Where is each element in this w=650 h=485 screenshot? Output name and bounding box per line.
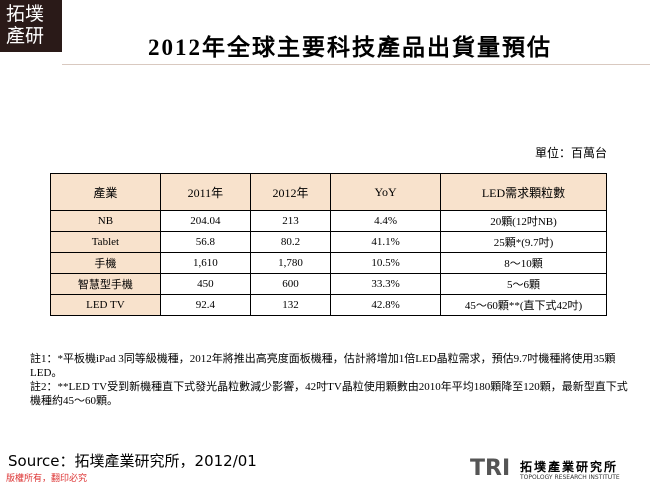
table-cell: 智慧型手機 [50, 273, 161, 295]
table-cell: 600 [249, 273, 332, 295]
table-cell: 450 [159, 273, 251, 295]
table-cell: Tablet [50, 231, 161, 253]
header-cell: LED需求顆粒數 [439, 173, 608, 211]
brand-subtitle: TOPOLOGY RESEARCH INSTITUTE [520, 474, 620, 481]
header-cell: 2012年 [249, 173, 332, 211]
table-cell: LED TV [50, 294, 161, 316]
logo: 拓墣 產研 [0, 0, 62, 52]
table-row: Tablet 56.8 80.2 41.1% 25顆*(9.7吋) [50, 231, 608, 253]
title: 2012年全球主要科技產品出貨量預估 [148, 35, 552, 60]
header-cell: 2011年 [159, 173, 251, 211]
table-cell: 213 [249, 210, 332, 232]
logo-text: 產研 [6, 25, 45, 47]
brand-logo: TRI 拓墣產業研究所 TOPOLOGY RESEARCH INSTITUTE [470, 456, 645, 484]
divider [62, 64, 650, 65]
table-row: 智慧型手機 450 600 33.3% 5～6顆 [50, 273, 608, 295]
source: Source：拓墣產業研究所，2012/01 [8, 452, 257, 470]
table-cell: 10.5% [330, 252, 441, 274]
table-cell: 4.4% [330, 210, 441, 232]
table-cell: 204.04 [159, 210, 251, 232]
table-cell: 25顆*(9.7吋) [439, 231, 608, 253]
notes: 註1：*平板機iPad 3同等級機種，2012年將推出高亮度面板機種，估計將增加… [30, 352, 630, 408]
table-cell: 1,610 [159, 252, 251, 274]
table-cell: 1,780 [249, 252, 332, 274]
table-cell: 5～6顆 [439, 273, 608, 295]
note: 註2：**LED TV受到新機種直下式發光晶粒數減少影響，42吋TV晶粒使用顆數… [30, 381, 628, 407]
table-cell: 20顆(12吋NB) [439, 210, 608, 232]
data-table: 產業 2011年 2012年 YoY LED需求顆粒數 NB 204.04 213 4.4% 20… [50, 173, 608, 316]
header-row: 產業 2011年 2012年 YoY LED需求顆粒數 [50, 173, 608, 211]
note: 註1：*平板機iPad 3同等級機種，2012年將推出高亮度面板機種，估計將增加… [30, 353, 616, 379]
table-cell: 33.3% [330, 273, 441, 295]
table-cell: 41.1% [330, 231, 441, 253]
table-cell: 132 [249, 294, 332, 316]
table-cell: 42.8% [330, 294, 441, 316]
table-cell: 80.2 [249, 231, 332, 253]
table-cell: 92.4 [159, 294, 251, 316]
table-row: 手機 1,610 1,780 10.5% 8～10顆 [50, 252, 608, 274]
table-row: LED TV 92.4 132 42.8% 45～60顆**(直下式42吋) [50, 294, 608, 316]
table-cell: 56.8 [159, 231, 251, 253]
table-cell: NB [50, 210, 161, 232]
brand-name: 拓墣產業研究所 [520, 460, 619, 474]
header-cell: 產業 [50, 173, 161, 211]
logo-text: 拓墣 [6, 3, 45, 25]
copyright: 版權所有，翻印必究 [6, 474, 88, 484]
table-cell: 45～60顆**(直下式42吋) [439, 294, 608, 316]
brand-abbr: TRI [470, 456, 511, 481]
header-cell: YoY [330, 173, 441, 211]
table-cell: 手機 [50, 252, 161, 274]
unit-label: 單位：百萬台 [535, 146, 608, 160]
table-cell: 8～10顆 [439, 252, 608, 274]
table-row: NB 204.04 213 4.4% 20顆(12吋NB) [50, 210, 608, 232]
